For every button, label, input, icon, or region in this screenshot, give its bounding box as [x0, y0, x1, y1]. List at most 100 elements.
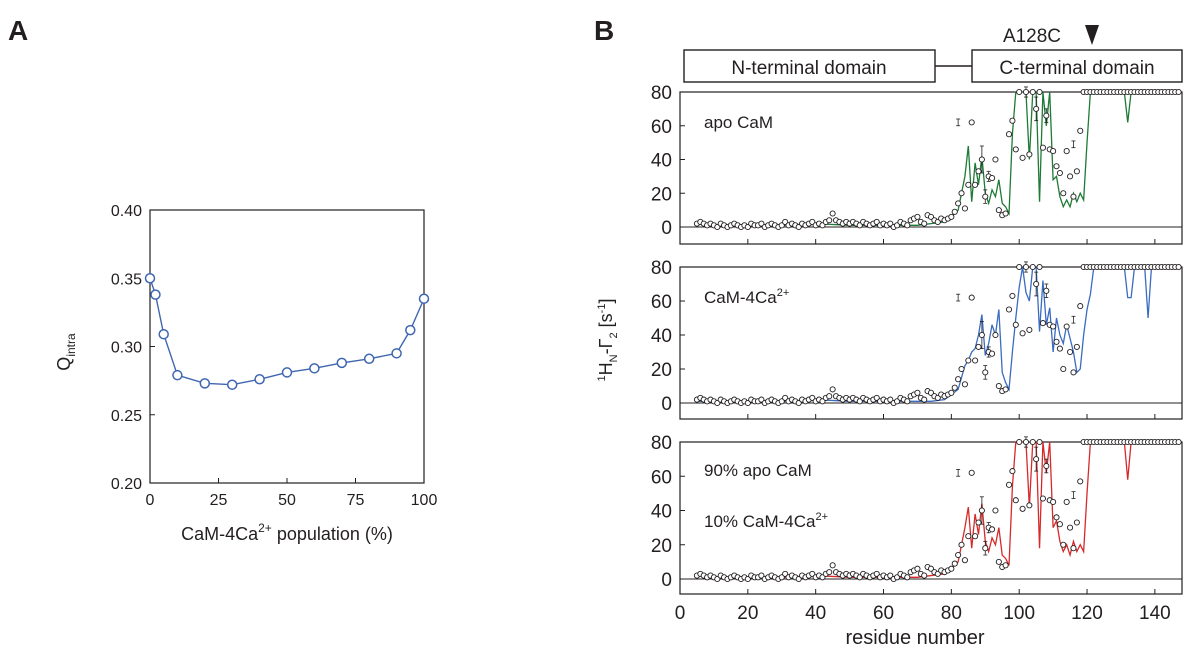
panel-a-ticks: 0 25 50 75 100 0.20 0.25 0.30 0.35 0.40: [111, 203, 438, 509]
panel-a-point: [363, 353, 375, 365]
panel-label-b: B: [594, 15, 614, 46]
panel-b-data-point: [992, 331, 999, 339]
panel-b-data-point: [1036, 263, 1043, 271]
panel-b-data-point: [978, 156, 985, 163]
panel-b-data-point: [1067, 173, 1074, 180]
panel-b-data-point: [968, 119, 975, 126]
panel-b-data-point: [1019, 330, 1026, 337]
panel-a-point: [144, 273, 156, 284]
panel-b-data-point: [992, 507, 999, 514]
panel-b-data-point: [992, 156, 999, 163]
panel-b-data-point: [1012, 321, 1019, 328]
panel-b-data-point: [989, 526, 996, 533]
panel-a-points: [144, 273, 430, 390]
panel-a-x-tick-label: 75: [347, 492, 365, 509]
panel-b-x-tick-label: 120: [1071, 603, 1103, 624]
panel-b-data-point: [1043, 462, 1050, 470]
panel-b-data-point: [972, 181, 979, 188]
subpanel-2-label: CaM-4Ca2+: [704, 287, 789, 307]
panel-b-data-point: [982, 193, 989, 200]
panel-b-data-point: [921, 572, 928, 579]
panel-b-y-tick-label: 40: [651, 502, 672, 523]
panel-b-data-point: [1036, 88, 1043, 96]
panel-b-data-point: [951, 208, 958, 215]
panel-b-data-point: [1029, 263, 1036, 271]
panel-b-data-point: [1060, 190, 1067, 197]
panel-a-point: [391, 348, 402, 359]
panel-b-data-point: [972, 533, 979, 540]
subpanel-3-label-line-1: 90% apo CaM: [704, 461, 812, 480]
panel-b-y-tick-label: 60: [651, 467, 672, 488]
panel-a-point: [158, 328, 169, 340]
panel-b-data-point: [1039, 144, 1046, 151]
panel-b-y-tick-label: 0: [661, 394, 672, 415]
panel-b-data-point: [968, 469, 975, 476]
panel-a-y-tick-label: 0.35: [111, 271, 142, 288]
panel-b-data-point: [1060, 365, 1067, 373]
panel-b-data-point: [951, 560, 958, 567]
panel-b-data-point: [975, 343, 982, 350]
panel-b-data-point: [1022, 263, 1030, 271]
panel-b-data-point: [1033, 105, 1040, 112]
panel-a-point: [172, 369, 183, 381]
panel-b-data-point: [1056, 345, 1063, 352]
panel-b-data-point: [989, 350, 996, 357]
panel-b-data-point: [1036, 438, 1043, 446]
panel-b-data-point: [1033, 456, 1040, 463]
panel-b-data-point: [1053, 163, 1060, 170]
panel-b-data-point: [1033, 280, 1040, 288]
panel-b-data-point: [829, 386, 836, 393]
panel-b-data-point: [961, 381, 968, 388]
panel-b-data-point: [1002, 386, 1009, 393]
panel-a-frame: [149, 209, 425, 484]
panel-b-data-point: [914, 565, 921, 572]
panel-b-data-point: [921, 396, 928, 403]
panel-b-data-point: [995, 558, 1002, 565]
panel-a-point: [309, 363, 320, 374]
panel-a-point: [226, 379, 238, 390]
panel-b-y-tick-label: 60: [651, 292, 672, 313]
panel-a-x-tick-label: 100: [411, 492, 438, 509]
panel-b-data-point: [1005, 481, 1013, 488]
panel-b-data-point: [972, 357, 979, 364]
panel-b-subpanel: 0 20 40 60 80: [651, 83, 1183, 245]
panel-b-data-point: [829, 210, 836, 217]
panel-b-data-point: [965, 357, 972, 364]
panel-b-data-point: [1053, 514, 1060, 521]
panel-b-data-point: [958, 365, 965, 373]
domain-bar: N-terminal domain C-terminal domain A128…: [683, 25, 1183, 83]
panel-b-data-point: [1043, 287, 1050, 294]
panel-b-data-point: [961, 205, 968, 212]
panel-b-data-point: [1009, 292, 1016, 299]
panel-b-data-point: [1073, 519, 1080, 526]
panel-b-chart: 0 20 40 60 80 0 20 40 60 80 0 20 40 60 80 0 20 40 60 80 100 1…: [651, 83, 1183, 624]
panel-b-data-point: [914, 389, 921, 396]
panel-b-data-point: [958, 190, 965, 197]
panel-b-data-point: [978, 331, 985, 339]
panel-b-data-point: [1009, 117, 1016, 124]
panel-b-y-tick-label: 60: [651, 117, 672, 138]
panel-b-data-point: [1043, 112, 1050, 119]
panel-b-data-point: [921, 220, 928, 227]
panel-b-data-point: [826, 569, 833, 576]
panel-b-data-point: [1067, 348, 1074, 356]
panel-b-data-point: [1022, 438, 1030, 446]
panel-b-data-point: [1002, 210, 1009, 217]
panel-b-data-point: [1009, 468, 1016, 475]
panel-b-data-point: [1067, 524, 1074, 531]
panel-b-series-line: [696, 91, 1179, 226]
c-terminal-domain-label: C-terminal domain: [999, 58, 1154, 79]
panel-b-data-point: [1019, 505, 1026, 512]
panel-a-point: [254, 374, 265, 385]
panel-b-data-point: [1053, 338, 1060, 345]
panel-b-data-point: [982, 545, 989, 552]
panel-b-data-point: [1016, 438, 1023, 446]
panel-b-data-point: [982, 369, 989, 376]
panel-a-x-tick-label: 50: [278, 492, 296, 509]
panel-b-y-tick-label: 20: [651, 536, 672, 557]
panel-a-y-tick-label: 0.25: [111, 408, 142, 425]
panel-b-data-point: [1029, 88, 1036, 96]
panel-a-point: [336, 357, 348, 369]
panel-a-point: [405, 324, 416, 336]
panel-b-data-point: [1175, 263, 1182, 271]
